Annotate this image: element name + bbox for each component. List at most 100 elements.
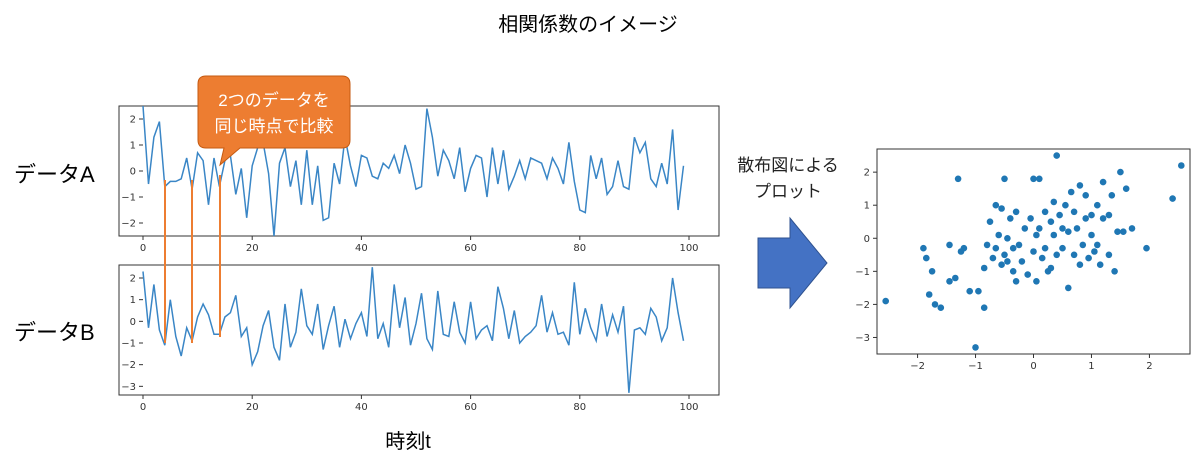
scatter-point (1085, 254, 1092, 262)
arrow-label-line-1: 散布図による (737, 156, 839, 175)
scatter-point (946, 278, 953, 285)
callout-bubble: 2つのデータを 同じ時点で比較 (197, 75, 351, 167)
scatter-point (1099, 178, 1107, 186)
callout-shape (197, 75, 351, 167)
page-title: 相関係数のイメージ (498, 13, 678, 36)
scatter-point (1004, 235, 1011, 242)
scatter-point (1070, 251, 1078, 259)
scatter-point (1041, 244, 1049, 252)
scatter-point (975, 287, 982, 295)
scatter-point (1004, 258, 1011, 265)
chart-b-ytick-label: 2 (130, 274, 136, 285)
scatter-point (1082, 192, 1089, 199)
scatter-point (1024, 271, 1031, 278)
scatter-point (1009, 244, 1017, 252)
callout-line-2: 同じ時点で比較 (215, 117, 334, 136)
scatter-chart: −2 −1 0 1 2 2 1 0 −1 −2 −3 (855, 148, 1191, 372)
scatter-point (1082, 215, 1089, 222)
scatter-point (1076, 261, 1084, 269)
scatter-point (1047, 218, 1055, 225)
chart-a-ytick-label: 2 (130, 115, 136, 126)
scatter-point (983, 241, 991, 249)
scatter-point (1001, 251, 1008, 259)
x-axis-label: 時刻t (385, 430, 431, 453)
scatter-point (931, 301, 939, 308)
scatter-point (966, 287, 973, 295)
chart-b-ytick-label: 0 (130, 317, 136, 328)
chart-a-ytick-label: 0 (130, 167, 136, 178)
scatter-point (1018, 258, 1026, 265)
scatter-point (1070, 208, 1078, 216)
scatter-point (882, 297, 889, 305)
scatter-point (1105, 251, 1113, 259)
transform-arrow: 散布図による プロット (737, 156, 839, 310)
scatter-point (1088, 231, 1095, 239)
scatter-point (1012, 278, 1020, 285)
scatter-ytick-label: −3 (855, 333, 870, 344)
chart-b-xtick-label: 80 (573, 402, 586, 413)
scatter-point (1059, 244, 1066, 252)
scatter-ytick-label: 1 (864, 201, 870, 212)
scatter-point (980, 304, 988, 312)
scatter-ytick-label: 0 (864, 234, 870, 245)
chart-b-xtick-label: 0 (140, 402, 146, 413)
scatter-point (1079, 241, 1087, 249)
scatter-point (1056, 211, 1063, 219)
chart-b-xtick-label: 20 (246, 402, 259, 413)
chart-b-xtick-label: 40 (355, 402, 368, 413)
scatter-point (1027, 215, 1034, 222)
scatter-point (1015, 241, 1023, 249)
scatter-point (1036, 175, 1043, 183)
comparison-connectors (164, 175, 221, 343)
scatter-point (1021, 225, 1029, 232)
chart-a-xtick-label: 20 (246, 243, 259, 254)
scatter-point (1169, 195, 1176, 202)
scatter-point (986, 218, 994, 225)
chart-b-xtick-label: 100 (679, 402, 698, 413)
scatter-point (1041, 208, 1049, 216)
chart-a-xtick-label: 80 (573, 243, 586, 254)
scatter-point (1053, 251, 1060, 259)
scatter-point (1050, 198, 1058, 206)
scatter-point (1065, 228, 1072, 235)
scatter-point (952, 274, 959, 282)
chart-a-series-line (142, 105, 685, 237)
chart-b-ytick-label: −1 (121, 339, 136, 350)
scatter-point (1036, 225, 1043, 232)
scatter-point (1065, 284, 1072, 292)
scatter-point (1012, 208, 1020, 216)
scatter-point (1128, 225, 1136, 232)
chart-b-series-line (142, 267, 685, 393)
scatter-point (954, 175, 962, 183)
scatter-point (1001, 175, 1008, 183)
scatter-point (1062, 201, 1069, 209)
scatter-point (1033, 278, 1040, 285)
scatter-xtick-label: −1 (968, 361, 983, 372)
scatter-point (946, 241, 953, 249)
scatter-point (1099, 215, 1107, 222)
scatter-point (1059, 225, 1066, 232)
chart-b-ytick-label: −3 (121, 382, 136, 393)
scatter-ytick-label: −1 (855, 267, 870, 278)
scatter-point (1009, 268, 1017, 275)
scatter-point (937, 304, 945, 312)
label-data-b: データB (14, 320, 95, 345)
chart-b-ytick-label: 1 (130, 295, 136, 306)
scatter-point (1067, 188, 1075, 196)
scatter-point (928, 268, 936, 275)
scatter-point (1088, 211, 1095, 219)
scatter-xtick-label: 2 (1146, 361, 1152, 372)
scatter-point (972, 344, 979, 351)
scatter-point (995, 231, 1002, 239)
scatter-point (992, 244, 1000, 252)
scatter-point (1076, 182, 1084, 189)
scatter-point (1073, 225, 1081, 232)
scatter-point (998, 261, 1005, 269)
scatter-xtick-label: −2 (910, 361, 925, 372)
scatter-point (1111, 268, 1118, 275)
chart-a-xtick-label: 0 (140, 243, 146, 254)
scatter-point (998, 205, 1005, 212)
scatter-point (1007, 215, 1014, 222)
scatter-point (1120, 228, 1127, 235)
scatter-point (1050, 231, 1058, 239)
